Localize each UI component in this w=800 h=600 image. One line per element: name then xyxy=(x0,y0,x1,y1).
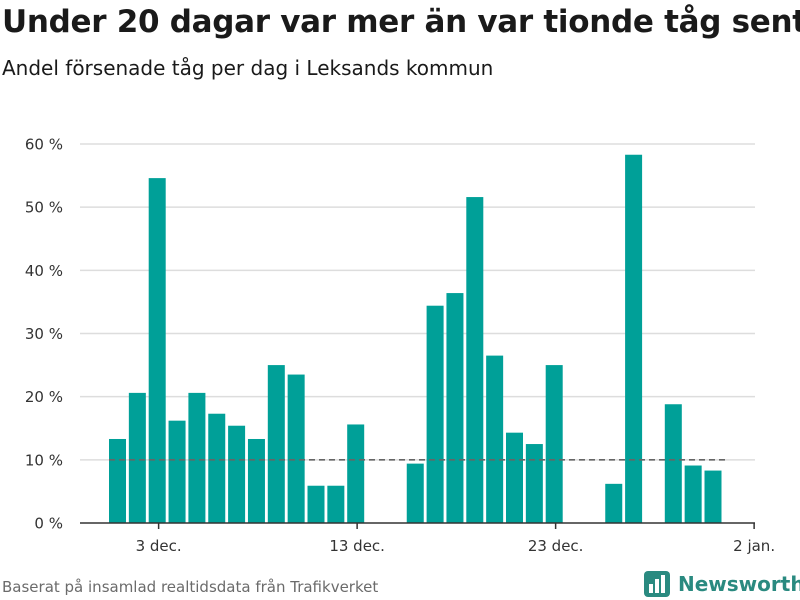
bar[interactable] xyxy=(208,413,226,523)
x-tick-label: 3 dec. xyxy=(136,537,182,555)
bar[interactable] xyxy=(188,392,206,523)
y-tick-label: 50 % xyxy=(25,199,63,217)
bar[interactable] xyxy=(406,463,424,523)
bar[interactable] xyxy=(128,392,146,523)
bar[interactable] xyxy=(545,365,563,523)
bar[interactable] xyxy=(605,483,623,523)
y-tick-label: 20 % xyxy=(25,388,63,406)
bar[interactable] xyxy=(327,485,345,523)
y-tick-label: 10 % xyxy=(25,451,63,469)
bar[interactable] xyxy=(426,305,444,523)
x-tick-label: 13 dec. xyxy=(329,537,385,555)
chart-title: Under 20 dagar var mer än var tionde tåg… xyxy=(2,4,800,40)
x-tick-label: 2 jan. xyxy=(733,537,775,555)
chart-subtitle: Andel försenade tåg per dag i Leksands k… xyxy=(2,56,494,80)
bar[interactable] xyxy=(684,465,702,523)
bar[interactable] xyxy=(168,420,186,523)
bar[interactable] xyxy=(625,154,643,523)
bar[interactable] xyxy=(347,424,365,523)
bar[interactable] xyxy=(287,374,305,523)
bar[interactable] xyxy=(506,432,523,523)
y-tick-label: 0 % xyxy=(34,515,63,533)
bar[interactable] xyxy=(228,425,246,523)
brand-name: Newsworthy xyxy=(678,572,800,596)
bar-chart: 0 % 10 % 20 % 30 % 40 % 50 % 60 % 3 dec. 13 dec… xyxy=(25,136,775,556)
bar[interactable] xyxy=(525,444,543,523)
axes: 3 dec. 13 dec. 23 dec. 2 jan. xyxy=(80,522,775,555)
source-note: Baserat på insamlad realtidsdata från Tr… xyxy=(2,578,379,596)
bar[interactable] xyxy=(446,293,464,523)
bars xyxy=(109,154,722,524)
bar[interactable] xyxy=(109,438,126,523)
bar[interactable] xyxy=(466,197,484,523)
bar[interactable] xyxy=(664,404,682,523)
brand-logo[interactable]: Newsworthy xyxy=(644,568,800,600)
grid-lines: 0 % 10 % 20 % 30 % 40 % 50 % 60 % xyxy=(25,136,755,533)
y-tick-label: 30 % xyxy=(25,325,63,343)
y-tick-label: 40 % xyxy=(25,262,63,280)
bar[interactable] xyxy=(307,485,325,523)
bar[interactable] xyxy=(247,438,265,523)
bar[interactable] xyxy=(704,470,722,523)
y-tick-label: 60 % xyxy=(25,136,63,154)
x-tick-label: 23 dec. xyxy=(528,537,584,555)
bar-chart-icon xyxy=(644,571,670,597)
bar[interactable] xyxy=(267,365,285,523)
bar[interactable] xyxy=(486,355,504,523)
bar[interactable] xyxy=(148,178,166,524)
